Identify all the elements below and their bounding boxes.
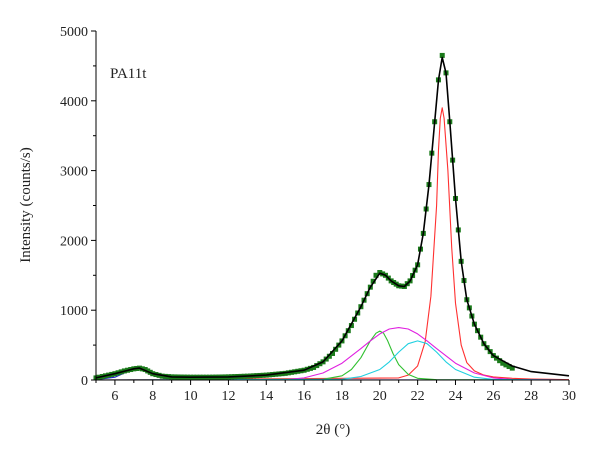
peak-line	[95, 327, 570, 381]
measured-point	[500, 360, 506, 366]
x-tick-label: 6	[111, 389, 118, 404]
y-axis-title: Intensity (counts/s)	[18, 147, 34, 262]
fit-line	[95, 56, 570, 379]
x-tick-label: 16	[297, 389, 311, 404]
measured-point	[311, 364, 317, 370]
x-tick-label: 14	[259, 389, 273, 404]
x-tick-label: 20	[373, 389, 387, 404]
x-tick-label: 12	[221, 389, 235, 404]
y-tick-label: 0	[81, 374, 88, 389]
measured-point	[142, 367, 148, 373]
measured-point	[333, 346, 339, 352]
x-tick-label: 22	[411, 389, 425, 404]
x-tick-label: 26	[486, 389, 500, 404]
measured-point	[326, 353, 332, 359]
x-tick-label: 28	[524, 389, 538, 404]
y-tick-label: 1000	[60, 304, 88, 319]
measured-point	[314, 363, 320, 369]
x-axis-title: 2θ (°)	[316, 422, 350, 438]
y-tick-label: 3000	[60, 165, 88, 180]
measured-point	[159, 373, 165, 379]
x-tick-label: 10	[184, 389, 198, 404]
measured-point	[503, 362, 509, 368]
sample-annotation: PA11t	[110, 66, 147, 82]
y-tick-label: 4000	[60, 95, 88, 110]
labels-layer: PA11t 2θ (°) Intensity (counts/s)	[18, 66, 350, 438]
series-layer	[93, 52, 570, 381]
y-tick-label: 2000	[60, 234, 88, 249]
measured-point	[330, 350, 335, 356]
axes-layer: 6 8 10 12 14 16 18 20 22 24 26 28 30 0 1000 2000 3000 400…	[60, 25, 576, 404]
x-tick-label: 24	[448, 389, 462, 404]
measured-point	[373, 272, 379, 278]
x-tick-label: 30	[562, 389, 576, 404]
measured-point	[439, 52, 445, 58]
measured-point	[497, 358, 503, 364]
peak-line	[95, 330, 570, 381]
x-tick-label: 8	[149, 389, 156, 404]
measured-series	[93, 52, 515, 381]
measured-point	[370, 278, 376, 284]
peak-line	[95, 107, 570, 381]
peak-line	[95, 340, 570, 381]
y-tick-label: 5000	[60, 25, 88, 40]
x-tick-label: 18	[335, 389, 349, 404]
measured-point	[509, 365, 515, 371]
measured-point	[307, 365, 313, 371]
measured-point	[348, 323, 354, 329]
measured-point	[506, 364, 512, 370]
